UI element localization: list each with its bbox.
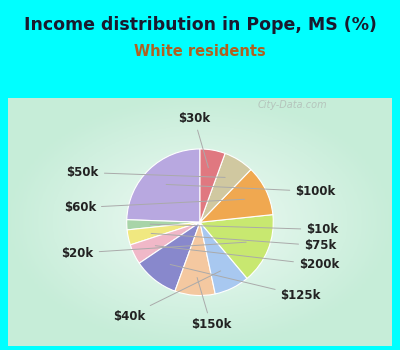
Wedge shape bbox=[200, 153, 251, 222]
Wedge shape bbox=[200, 149, 225, 222]
Text: $150k: $150k bbox=[191, 278, 231, 331]
Wedge shape bbox=[127, 149, 200, 222]
Text: Income distribution in Pope, MS (%): Income distribution in Pope, MS (%) bbox=[24, 16, 376, 34]
Text: $50k: $50k bbox=[67, 166, 225, 179]
Wedge shape bbox=[175, 222, 215, 295]
Text: $20k: $20k bbox=[62, 242, 246, 260]
Text: $40k: $40k bbox=[113, 271, 221, 323]
Wedge shape bbox=[200, 215, 273, 278]
Wedge shape bbox=[127, 220, 200, 230]
Wedge shape bbox=[200, 169, 273, 222]
Text: $30k: $30k bbox=[178, 112, 210, 168]
Text: $100k: $100k bbox=[166, 184, 336, 198]
Wedge shape bbox=[127, 222, 200, 245]
Text: $75k: $75k bbox=[151, 233, 336, 252]
Text: White residents: White residents bbox=[134, 44, 266, 59]
Text: $200k: $200k bbox=[155, 246, 339, 271]
Wedge shape bbox=[200, 222, 247, 294]
Text: City-Data.com: City-Data.com bbox=[257, 100, 327, 110]
Text: $60k: $60k bbox=[64, 199, 245, 214]
Text: $125k: $125k bbox=[170, 265, 321, 302]
Text: $10k: $10k bbox=[150, 223, 338, 236]
Wedge shape bbox=[130, 222, 200, 263]
Wedge shape bbox=[139, 222, 200, 291]
